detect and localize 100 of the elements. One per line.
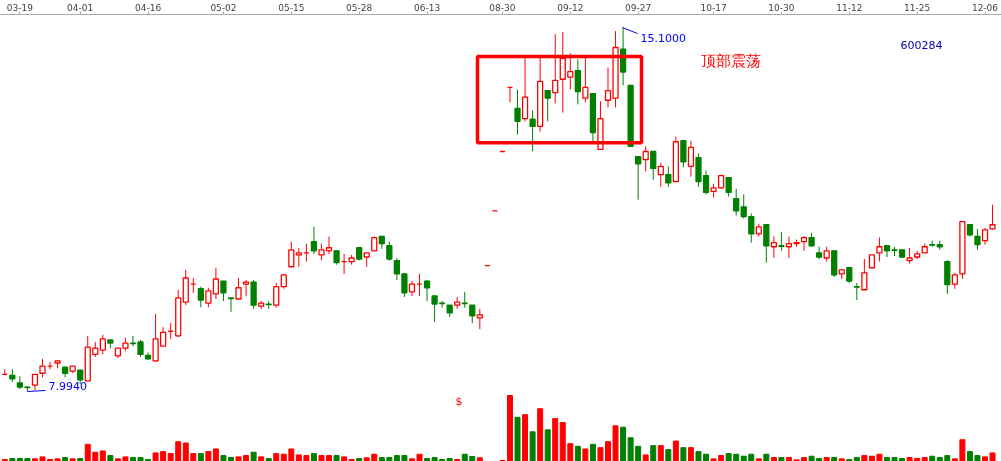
- x-tick-label: 08-30: [489, 2, 516, 13]
- bar: [831, 457, 838, 461]
- bar: [537, 408, 544, 461]
- x-tick-label: 06-13: [413, 2, 441, 13]
- bar: [921, 457, 928, 461]
- bar: [258, 456, 265, 461]
- bar: [778, 457, 785, 461]
- bar: [265, 458, 272, 461]
- candlestick: [242, 279, 250, 297]
- candlestick: [544, 89, 551, 122]
- bar: [853, 457, 860, 461]
- bar: [657, 445, 664, 461]
- candlestick: [401, 272, 408, 298]
- x-tick-label: 04-01: [67, 2, 94, 13]
- candlestick: [989, 204, 996, 231]
- candlestick: [642, 145, 649, 172]
- bar: [650, 445, 657, 461]
- bar: [529, 431, 536, 461]
- candlestick: [39, 358, 46, 378]
- bar: [838, 458, 845, 461]
- bar: [356, 458, 363, 461]
- bar: [861, 455, 868, 461]
- bar: [446, 458, 453, 461]
- bar: [514, 416, 521, 461]
- bar: [672, 440, 679, 461]
- bar: [582, 448, 589, 461]
- bar: [69, 458, 76, 461]
- candlestick: [273, 282, 280, 309]
- annotation: $: [455, 395, 463, 408]
- candlestick: [650, 150, 657, 181]
- bar: [250, 451, 257, 461]
- bar: [763, 453, 770, 461]
- bar: [522, 414, 529, 461]
- bar: [755, 458, 762, 461]
- candlestick: [476, 308, 483, 330]
- candlestick: [220, 280, 227, 302]
- candlestick: [197, 286, 204, 308]
- x-tick-label: 10-30: [768, 2, 795, 13]
- bar: [273, 453, 280, 461]
- x-tick-label: 12-06: [971, 2, 999, 13]
- candlestick: [386, 241, 393, 262]
- candlestick: [227, 297, 235, 313]
- candlestick: [974, 228, 981, 251]
- x-tick-label: 11-25: [904, 2, 931, 13]
- candlestick: [861, 258, 868, 291]
- bar: [544, 429, 551, 461]
- bar: [333, 455, 340, 461]
- candlestick: [529, 110, 536, 152]
- candlestick: [250, 279, 257, 310]
- x-tick-label: 09-12: [557, 2, 584, 13]
- bar: [9, 458, 16, 461]
- x-tick-label: 10-17: [700, 2, 727, 13]
- bar: [552, 418, 559, 461]
- x-tick-label: 05-28: [346, 2, 373, 13]
- candlestick: [393, 257, 401, 281]
- candlestick: [288, 241, 295, 268]
- bar: [680, 447, 687, 461]
- candlestick: [944, 259, 951, 295]
- bar: [62, 457, 69, 461]
- bar: [574, 445, 581, 461]
- candlestick: [680, 139, 687, 168]
- bar: [589, 443, 596, 461]
- candlestick: [665, 165, 672, 188]
- bar: [687, 447, 694, 461]
- bar: [310, 453, 317, 461]
- candlestick: [800, 235, 808, 252]
- bar: [99, 450, 106, 461]
- x-tick-label: 09-27: [625, 2, 652, 13]
- candlestick: [99, 334, 106, 355]
- x-tick-label: 04-16: [134, 2, 162, 13]
- x-tick-label: 03-19: [6, 2, 34, 13]
- bar: [642, 454, 649, 461]
- candlestick: [778, 231, 785, 252]
- candlestick: [310, 226, 318, 255]
- candlestick: [725, 176, 732, 198]
- annotation: 7.9940: [48, 380, 87, 394]
- bar: [929, 455, 936, 461]
- bar: [77, 458, 84, 461]
- candlestick: [514, 89, 521, 136]
- candlestick: [423, 279, 431, 302]
- candlestick: [770, 236, 778, 259]
- candlestick: [657, 162, 664, 188]
- x-tick-label: 11-12: [836, 2, 863, 13]
- bar: [665, 449, 672, 461]
- candlestick: [235, 277, 242, 300]
- x-tick-label: 05-02: [210, 2, 237, 13]
- x-tick-label: 05-15: [278, 2, 305, 13]
- candlestick: [687, 140, 695, 178]
- candlestick: [733, 188, 740, 217]
- candlestick: [876, 237, 883, 263]
- annotation: 顶部震荡: [700, 51, 761, 70]
- annotation: 15.1000: [640, 31, 686, 45]
- bar: [823, 457, 830, 461]
- candlestick: [574, 58, 581, 105]
- candlestick: [815, 246, 823, 260]
- candlestick: [635, 155, 642, 201]
- bar: [476, 457, 483, 461]
- bar: [341, 456, 348, 461]
- candlestick: [295, 247, 302, 268]
- bar: [770, 457, 777, 461]
